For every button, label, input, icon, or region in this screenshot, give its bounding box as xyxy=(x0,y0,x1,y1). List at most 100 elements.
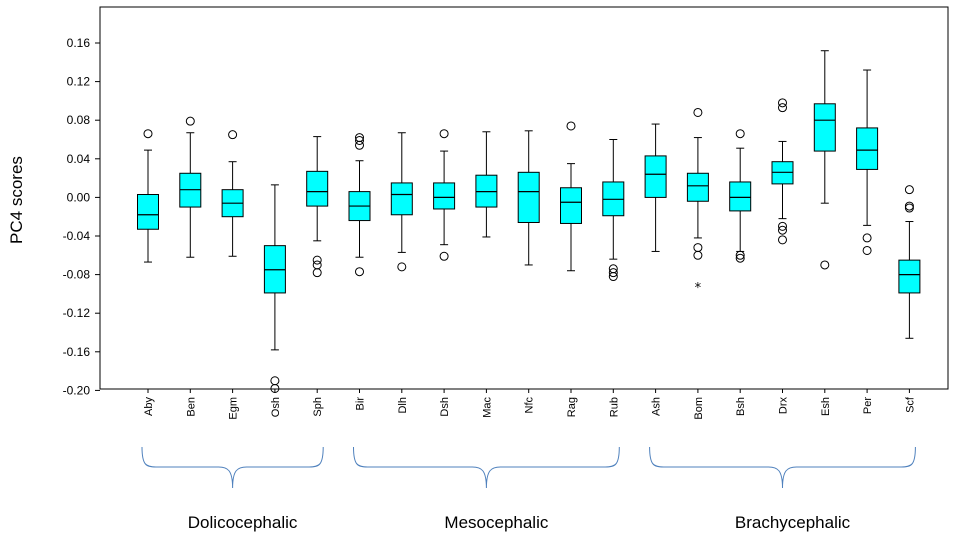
x-tick-label: Aby xyxy=(143,397,155,416)
y-tick-label: 0.00 xyxy=(67,190,91,204)
box-esh xyxy=(813,50,836,270)
group-label: Mesocephalic xyxy=(444,513,548,532)
box-mac xyxy=(475,131,498,238)
x-tick-label: Ben xyxy=(185,397,197,417)
box-iqr xyxy=(306,170,329,207)
outlier-point xyxy=(735,129,745,139)
box-iqr xyxy=(729,181,752,212)
x-tick-label: Sph xyxy=(312,397,324,417)
group-label: Dolicocephalic xyxy=(188,513,298,532)
y-tick-label: 0.16 xyxy=(67,36,91,50)
plot-frame xyxy=(99,6,949,390)
outlier-point xyxy=(862,245,872,255)
y-tick-label: -0.12 xyxy=(63,306,91,320)
outlier-point xyxy=(735,250,745,260)
box-iqr xyxy=(560,187,582,224)
x-tick-label: Osh xyxy=(270,397,282,417)
outlier-point xyxy=(439,129,449,139)
outlier-point xyxy=(270,376,280,386)
outlier-point xyxy=(355,140,364,150)
outlier-point xyxy=(904,203,914,213)
x-tick-label: Rag xyxy=(566,397,578,417)
outlier-point xyxy=(820,260,830,270)
x-tick-label: Ash xyxy=(651,397,663,416)
y-tick-label: 0.04 xyxy=(67,152,91,166)
box-iqr xyxy=(686,172,709,202)
outlier-point xyxy=(904,201,914,211)
outlier-point xyxy=(397,262,407,272)
outlier-point xyxy=(355,135,364,145)
box-per xyxy=(856,69,879,255)
outlier-point xyxy=(228,130,238,140)
box-iqr xyxy=(517,171,540,223)
x-tick-label: Drx xyxy=(778,397,790,415)
outlier-point xyxy=(778,235,787,245)
plot-area: * xyxy=(137,50,921,393)
extreme-point: * xyxy=(695,281,702,296)
box-iqr xyxy=(390,182,413,216)
outlier-point xyxy=(439,251,449,261)
outlier-point xyxy=(608,272,618,282)
x-axis-labels: Aby Ben Egm Osh Sph Bir Dlh Dsh Mac Nfc Rag Rub Ash B… xyxy=(143,389,916,420)
x-tick-label: Bir xyxy=(355,397,367,411)
x-tick-label: Esh xyxy=(820,397,832,416)
outlier-point xyxy=(693,250,703,260)
outlier-point xyxy=(904,185,914,195)
outlier-point xyxy=(862,233,872,243)
x-tick-label: Bom xyxy=(693,397,705,420)
outlier-point xyxy=(355,267,364,277)
box-rub xyxy=(602,139,625,282)
x-tick-label: Dlh xyxy=(397,397,409,414)
x-tick-label: Mac xyxy=(481,397,493,418)
group-bracket xyxy=(141,446,324,489)
box-iqr xyxy=(856,127,879,170)
box-bom: * xyxy=(686,107,709,296)
box-bir xyxy=(348,133,371,277)
y-tick-label: -0.20 xyxy=(63,383,91,397)
group-bracket xyxy=(353,446,620,489)
box-aby xyxy=(137,129,159,263)
y-axis-ticks: 0.16 0.12 0.08 0.04 0.00 -0.04 -0.08 -0.12 -0.16… xyxy=(63,36,100,397)
x-tick-label: Rub xyxy=(608,397,620,417)
group-bracket xyxy=(649,446,916,489)
outlier-point xyxy=(778,103,787,113)
outlier-point xyxy=(778,221,787,231)
box-ash xyxy=(644,123,667,252)
box-rag xyxy=(560,121,582,272)
y-tick-label: -0.08 xyxy=(63,268,91,282)
x-tick-label: Dsh xyxy=(439,397,451,417)
box-iqr xyxy=(898,259,921,294)
box-egm xyxy=(221,130,244,257)
box-iqr xyxy=(813,103,836,152)
box-sph xyxy=(306,136,329,278)
box-ben xyxy=(179,116,202,258)
box-dsh xyxy=(433,129,456,261)
x-tick-label: Per xyxy=(862,397,874,414)
outlier-point xyxy=(566,121,576,131)
y-axis-label: PC4 scores xyxy=(7,156,26,244)
outlier-point xyxy=(735,253,745,263)
group-label: Brachycephalic xyxy=(735,513,851,532)
box-iqr xyxy=(644,155,667,198)
y-tick-label: 0.08 xyxy=(67,113,91,127)
outlier-point xyxy=(693,243,703,253)
box-iqr xyxy=(433,182,456,210)
outlier-point xyxy=(778,225,787,235)
outlier-point xyxy=(312,255,322,265)
box-bsh xyxy=(729,129,752,263)
outlier-point xyxy=(778,98,787,108)
box-nfc xyxy=(517,130,540,266)
x-tick-label: Bsh xyxy=(735,397,747,416)
box-iqr xyxy=(137,194,159,230)
group-brackets: Dolicocephalic Mesocephalic Brachycephalic xyxy=(141,446,916,532)
outlier-point xyxy=(143,129,153,139)
box-drx xyxy=(771,98,794,245)
box-scf xyxy=(898,185,921,339)
x-tick-label: Nfc xyxy=(524,397,536,414)
outlier-point xyxy=(693,107,703,117)
outlier-point xyxy=(312,268,322,278)
box-osh xyxy=(263,184,286,393)
y-tick-label: -0.16 xyxy=(63,345,91,359)
box-dlh xyxy=(390,132,413,272)
